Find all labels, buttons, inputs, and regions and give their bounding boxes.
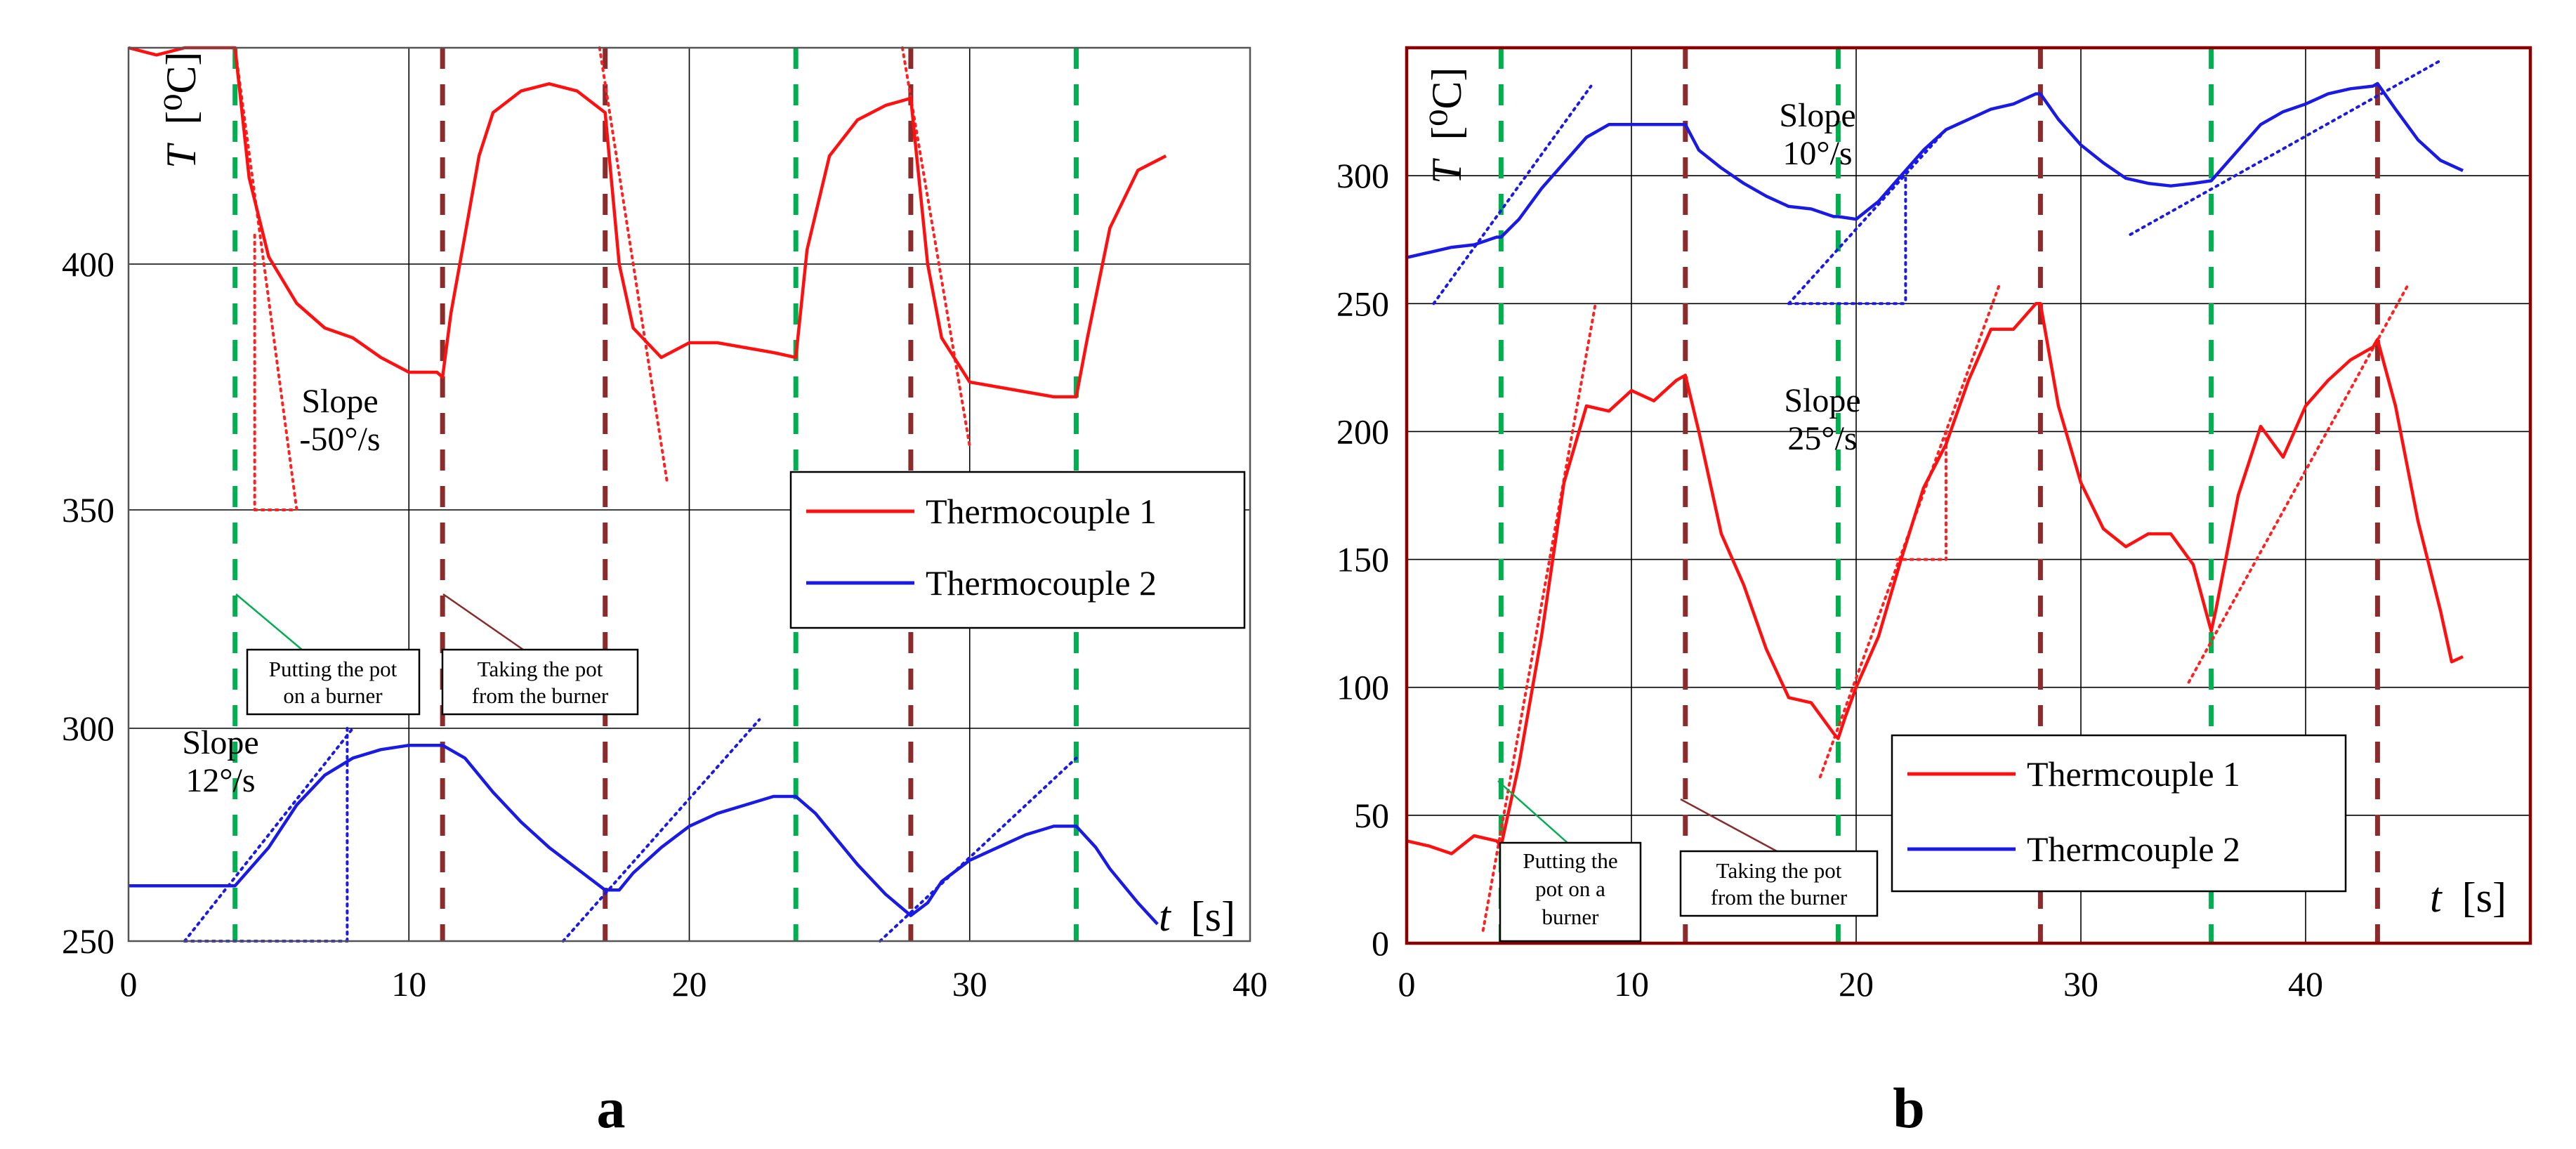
panel-b-x-axis-label: t [s] bbox=[2430, 874, 2506, 921]
panel-b-legend-label-2: Thermcouple 2 bbox=[2027, 829, 2240, 869]
panel-a-legend-label-1: Thermocouple 1 bbox=[926, 492, 1157, 531]
panel-b-y-tick-label: 50 bbox=[1354, 796, 1389, 835]
panel-b-ylabel-unit: [⁰C] bbox=[1424, 67, 1470, 140]
panel-a-slope-label-red-line2: -50°/s bbox=[299, 421, 380, 458]
panel-b-x-tick-label: 10 bbox=[1614, 964, 1649, 1004]
panel-a-x-tick-label: 30 bbox=[952, 964, 987, 1004]
panel-a-legend: Thermocouple 1 Thermocouple 2 bbox=[789, 471, 1246, 629]
panel-a-tangent-blue bbox=[183, 727, 355, 943]
panel-a-frame bbox=[127, 46, 1251, 943]
panel-b-y-tick-label: 100 bbox=[1336, 668, 1389, 707]
panel-b-xlabel-unit: [s] bbox=[2462, 874, 2506, 921]
panel-a-tangent-red bbox=[900, 46, 971, 447]
panel-a-y-axis-label: T [⁰C] bbox=[158, 52, 204, 169]
panel-b-tangent-red bbox=[1481, 302, 1597, 932]
panel-b-tangent-blue bbox=[1432, 84, 1593, 306]
panel-b-chart: 0 10 20 30 40 0 50 100 150 200 250 300 T [⁰C] t [s… bbox=[1336, 46, 2532, 1140]
panel-b-slope-label-blue-line2: 10°/s bbox=[1782, 135, 1852, 172]
panel-a-legend-box bbox=[789, 471, 1246, 629]
panel-b-x-tick-label: 0 bbox=[1398, 964, 1416, 1004]
panel-b-x-tick-label: 20 bbox=[1839, 964, 1874, 1004]
panel-b-x-tick-label: 30 bbox=[2063, 964, 2098, 1004]
panel-a-tangent-red bbox=[598, 46, 669, 482]
panel-b-y-tick-label: 300 bbox=[1336, 156, 1389, 195]
panel-b-legend-box bbox=[1891, 734, 2347, 893]
panel-b-annotation-put-line1: Putting the bbox=[1523, 848, 1617, 873]
panel-a-annotation-put-line2: on a burner bbox=[283, 683, 383, 708]
panel-a-annotation-put-box bbox=[246, 648, 421, 716]
panel-b-ylabel-var: T bbox=[1424, 158, 1470, 184]
panel-a-y-tick-label: 250 bbox=[62, 921, 114, 961]
panel-a-annotation-take-box bbox=[441, 648, 639, 716]
panel-b-annotation-take-line2: from the burner bbox=[1711, 885, 1848, 910]
panel-a-x-tick-label: 10 bbox=[391, 964, 426, 1004]
panel-a-xlabel-var: t bbox=[1159, 893, 1171, 940]
panel-b-legend-label-1: Thermcouple 1 bbox=[2027, 754, 2240, 794]
panel-b-xlabel-var: t bbox=[2430, 874, 2443, 921]
panel-a-annotation-put-leader bbox=[235, 593, 303, 650]
panel-a-annotation-take-line2: from the burner bbox=[472, 683, 609, 708]
panel-b-annotation-put-line2: pot on a bbox=[1535, 876, 1605, 901]
panel-b-annotation-put-box bbox=[1499, 841, 1642, 943]
panel-b-y-tick-label: 150 bbox=[1336, 540, 1389, 579]
panel-b-annotation-put-line3: burner bbox=[1542, 905, 1600, 929]
panel-b-label: b bbox=[1893, 1076, 1925, 1140]
panel-a-x-tick-label: 20 bbox=[672, 964, 707, 1004]
panel-a-tangent-red bbox=[233, 46, 298, 511]
panel-a-series-thermocouple-1 bbox=[128, 46, 1167, 399]
panel-b-y-axis-label: T [⁰C] bbox=[1424, 67, 1470, 184]
panel-b-slope-label-blue-line1: Slope bbox=[1779, 97, 1855, 134]
panel-a-y-tick-label: 400 bbox=[62, 244, 114, 284]
panel-a-slope-label-blue-line1: Slope bbox=[182, 724, 258, 761]
panel-b-slope-label-red-line2: 25°/s bbox=[1787, 420, 1857, 457]
panel-b-annotation-take-box bbox=[1679, 850, 1879, 917]
panel-b-tangent-red bbox=[2187, 282, 2411, 684]
panel-a-x-axis-label: t [s] bbox=[1159, 893, 1235, 940]
panel-a-annotation-take-leader bbox=[442, 593, 524, 651]
panel-a-annotation-take-line1: Taking the pot bbox=[478, 657, 603, 681]
panel-b-slope-label-red-line1: Slope bbox=[1784, 382, 1860, 419]
panel-a-chart: 0 10 20 30 40 250 300 350 400 T [⁰C] t [s] Slop… bbox=[62, 46, 1268, 1140]
panel-a-ylabel-var: T bbox=[158, 143, 204, 169]
panel-a-x-tick-label: 40 bbox=[1233, 964, 1268, 1004]
panel-a-xlabel-unit: [s] bbox=[1191, 893, 1235, 940]
panel-a-slope-label-red-line1: Slope bbox=[301, 383, 378, 420]
panel-a-y-tick-label: 350 bbox=[62, 490, 114, 530]
panel-b-legend: Thermcouple 1 Thermcouple 2 bbox=[1891, 734, 2347, 893]
panel-a-x-tick-label: 0 bbox=[120, 964, 138, 1004]
panel-a-y-tick-label: 300 bbox=[62, 709, 114, 748]
panel-a-slope-label-blue-line2: 12°/s bbox=[185, 762, 255, 799]
panel-b-frame bbox=[1405, 46, 2532, 945]
panel-b-series-thermocouple-2 bbox=[1406, 81, 2464, 259]
panel-a-tangent-blue bbox=[878, 756, 1078, 943]
panel-b-tangent-blue bbox=[1787, 128, 1947, 306]
panel-b-tangent-blue bbox=[2129, 59, 2442, 236]
panel-a-label: a bbox=[597, 1076, 626, 1140]
panel-b-y-tick-label: 200 bbox=[1336, 412, 1389, 451]
panel-a-ylabel-unit: [⁰C] bbox=[158, 52, 204, 125]
panel-b-annotation-take-line1: Taking the pot bbox=[1716, 858, 1842, 883]
panel-b-annotation-put-leader bbox=[1497, 780, 1568, 843]
panel-b-series-thermocouple-1 bbox=[1406, 302, 2464, 855]
panel-b-y-tick-label: 0 bbox=[1372, 924, 1389, 963]
panel-b-y-tick-label: 250 bbox=[1336, 284, 1389, 323]
svg-text:T [⁰C]: T [⁰C] bbox=[1424, 67, 1470, 184]
panel-a-series-thermocouple-2 bbox=[129, 743, 1159, 926]
svg-text:T [⁰C]: T [⁰C] bbox=[158, 52, 204, 169]
panel-b-annotation-take-leader bbox=[1680, 798, 1777, 853]
panel-a-legend-label-2: Thermocouple 2 bbox=[926, 563, 1157, 603]
panel-b-x-tick-label: 40 bbox=[2288, 964, 2323, 1004]
panel-a-tangent-blue bbox=[561, 718, 761, 943]
panel-a-annotation-put-line1: Putting the pot bbox=[269, 657, 397, 681]
